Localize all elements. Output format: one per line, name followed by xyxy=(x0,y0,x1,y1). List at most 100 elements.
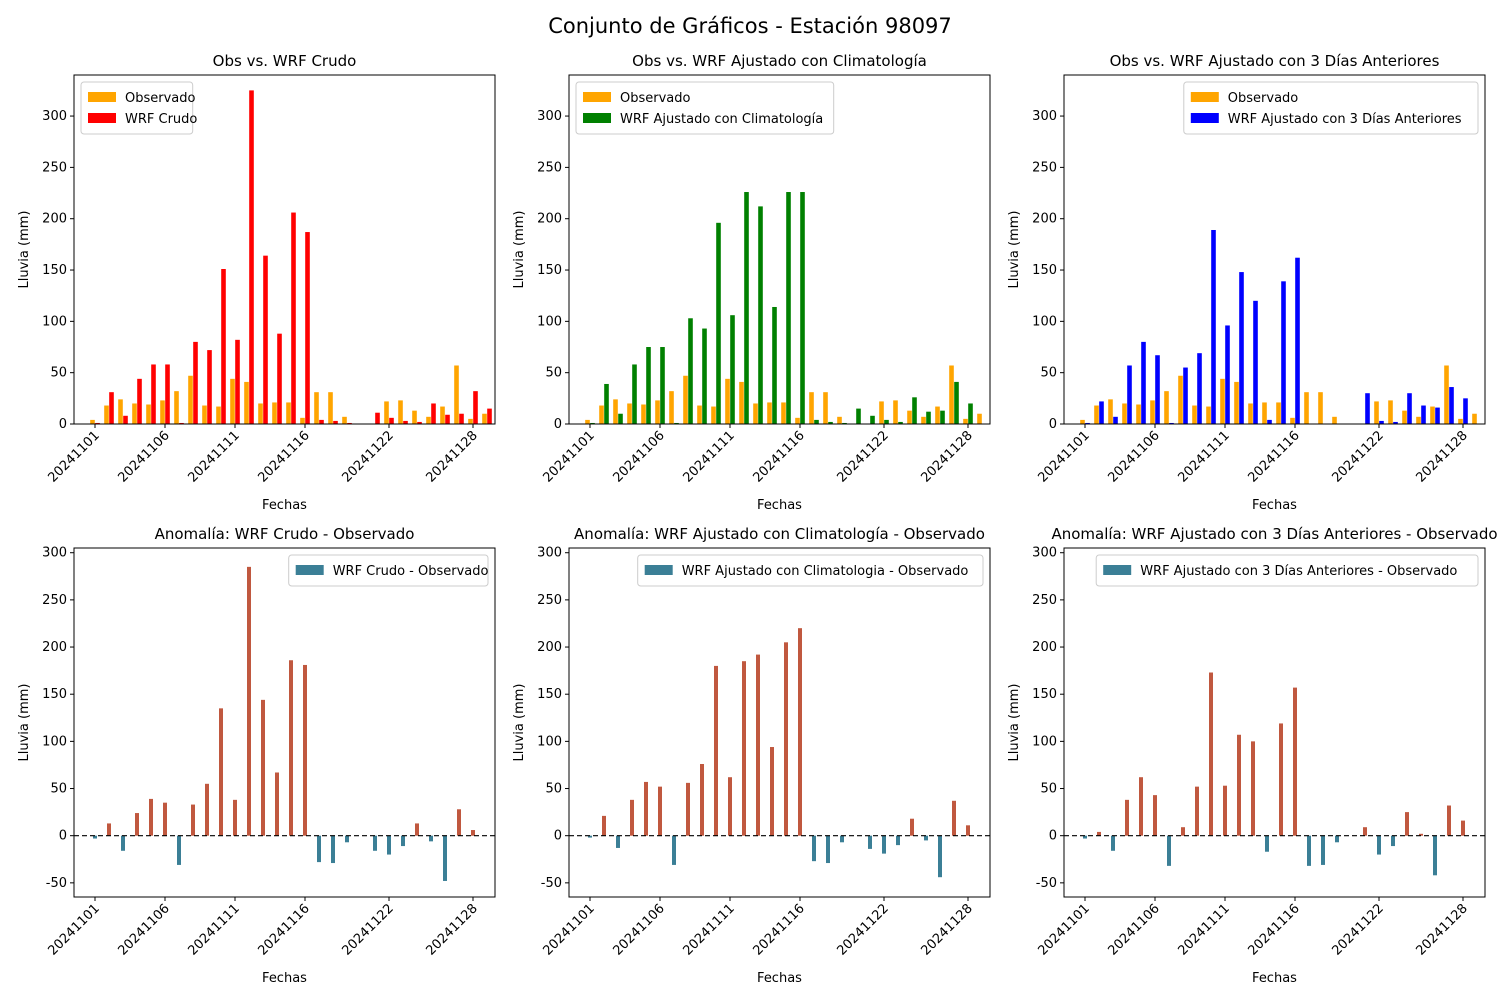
bar-anomaly-negative xyxy=(1321,835,1325,865)
bar-observed xyxy=(314,392,319,424)
bar-wrf-crudo xyxy=(459,413,464,424)
bar-observed xyxy=(809,392,814,424)
y-tick-label: 250 xyxy=(1032,593,1057,608)
bar-wrf-3d xyxy=(1253,300,1258,424)
bar-wrf-3d xyxy=(1183,367,1188,424)
bar-wrf-clim xyxy=(716,222,721,424)
bar-wrf-crudo xyxy=(193,341,198,424)
bar-anomaly-positive xyxy=(1195,786,1199,836)
y-tick-label: 50 xyxy=(545,366,562,381)
bar-anomaly-positive xyxy=(289,660,293,836)
y-tick-label: 150 xyxy=(42,687,67,702)
legend-box xyxy=(1183,81,1479,135)
bar-observed xyxy=(1304,392,1309,424)
y-tick-label: 300 xyxy=(537,109,562,124)
legend-swatch xyxy=(1190,113,1219,123)
bar-wrf-clim xyxy=(814,419,819,424)
bar-observed xyxy=(1192,405,1197,424)
bar-wrf-clim xyxy=(590,422,595,424)
bar-observed xyxy=(711,406,716,424)
legend-swatch xyxy=(583,113,611,123)
bar-observed xyxy=(669,391,674,424)
bar-anomaly-positive xyxy=(457,809,461,836)
y-tick-label: -50 xyxy=(46,876,67,891)
y-tick-label: -50 xyxy=(1036,876,1057,891)
bar-wrf-clim xyxy=(646,347,651,424)
y-tick-label: 200 xyxy=(42,640,67,655)
x-tick-label: 20241116 xyxy=(1245,901,1302,958)
bar-observed xyxy=(216,406,221,424)
bar-observed xyxy=(1430,406,1435,424)
bar-observed xyxy=(230,378,235,424)
bar-anomaly-negative xyxy=(812,835,816,862)
bar-wrf-clim xyxy=(688,318,693,424)
bar-anomaly-negative xyxy=(373,835,377,851)
bar-anomaly-negative xyxy=(924,835,928,841)
bar-wrf-3d xyxy=(1449,387,1454,424)
legend-label: WRF Crudo xyxy=(125,112,197,127)
x-tick-label: 20241101 xyxy=(1035,901,1092,958)
y-axis-label: Lluvia (mm) xyxy=(1007,211,1022,289)
bar-observed xyxy=(907,410,912,424)
legend: WRF Ajustado con 3 Días Anteriores - Obs… xyxy=(1095,554,1479,587)
bar-observed xyxy=(1444,365,1449,424)
bar-anomaly-positive xyxy=(1419,833,1423,836)
bar-anomaly-positive xyxy=(233,799,237,836)
bar-wrf-clim xyxy=(898,421,903,424)
bar-observed xyxy=(1276,402,1281,424)
legend-label: Observado xyxy=(1228,91,1299,106)
y-axis-label: Lluvia (mm) xyxy=(17,684,32,762)
bar-anomaly-positive xyxy=(728,777,732,836)
bar-anomaly-positive xyxy=(658,786,662,836)
chart-title: Obs vs. WRF Ajustado con Climatología xyxy=(632,52,927,70)
y-tick-label: 100 xyxy=(1032,734,1057,749)
y-tick-label: 100 xyxy=(42,734,67,749)
bar-observed xyxy=(342,416,347,424)
bar-observed xyxy=(1080,419,1085,424)
bar-wrf-crudo xyxy=(137,378,142,424)
bar-observed xyxy=(725,378,730,424)
x-axis-label: Fechas xyxy=(262,971,307,986)
bar-observed xyxy=(1402,410,1407,424)
legend: WRF Crudo - Observado xyxy=(288,554,489,587)
bar-wrf-crudo xyxy=(431,403,436,424)
bar-anomaly-positive xyxy=(107,823,111,836)
axes-frame xyxy=(1063,74,1486,425)
bar-observed xyxy=(837,416,842,424)
bar-anomaly-positive xyxy=(966,825,970,836)
bar-observed xyxy=(146,404,151,424)
bar-wrf-crudo xyxy=(347,422,352,424)
bar-anomaly-positive xyxy=(415,823,419,836)
bar-wrf-3d xyxy=(1211,229,1216,424)
chart-title: Anomalía: WRF Crudo - Observado xyxy=(155,525,415,543)
y-tick-label: 150 xyxy=(42,263,67,278)
y-tick-label: 250 xyxy=(42,160,67,175)
bar-observed xyxy=(258,403,263,424)
y-tick-label: 250 xyxy=(537,160,562,175)
bar-anomaly-positive xyxy=(1125,799,1129,836)
bar-observed xyxy=(795,417,800,424)
y-tick-label: 200 xyxy=(42,212,67,227)
bar-wrf-3d xyxy=(1239,272,1244,424)
bar-wrf-3d xyxy=(1421,405,1426,424)
legend-box xyxy=(637,554,984,587)
bar-anomaly-negative xyxy=(1083,835,1087,839)
bar-anomaly-positive xyxy=(756,654,760,836)
y-tick-label: 150 xyxy=(537,687,562,702)
y-tick-label: 250 xyxy=(537,593,562,608)
bar-wrf-crudo xyxy=(221,269,226,424)
bar-wrf-crudo xyxy=(473,391,478,424)
bar-wrf-crudo xyxy=(305,232,310,424)
bar-observed xyxy=(949,365,954,424)
bar-anomaly-positive xyxy=(303,664,307,836)
bar-observed xyxy=(1248,403,1253,424)
bar-observed xyxy=(300,417,305,424)
legend-label: WRF Ajustado con 3 Días Anteriores - Obs… xyxy=(1140,564,1457,579)
bar-observed xyxy=(613,399,618,424)
bar-wrf-crudo xyxy=(249,90,254,424)
bar-wrf-clim xyxy=(968,403,973,424)
x-tick-label: 20241111 xyxy=(1175,901,1232,958)
